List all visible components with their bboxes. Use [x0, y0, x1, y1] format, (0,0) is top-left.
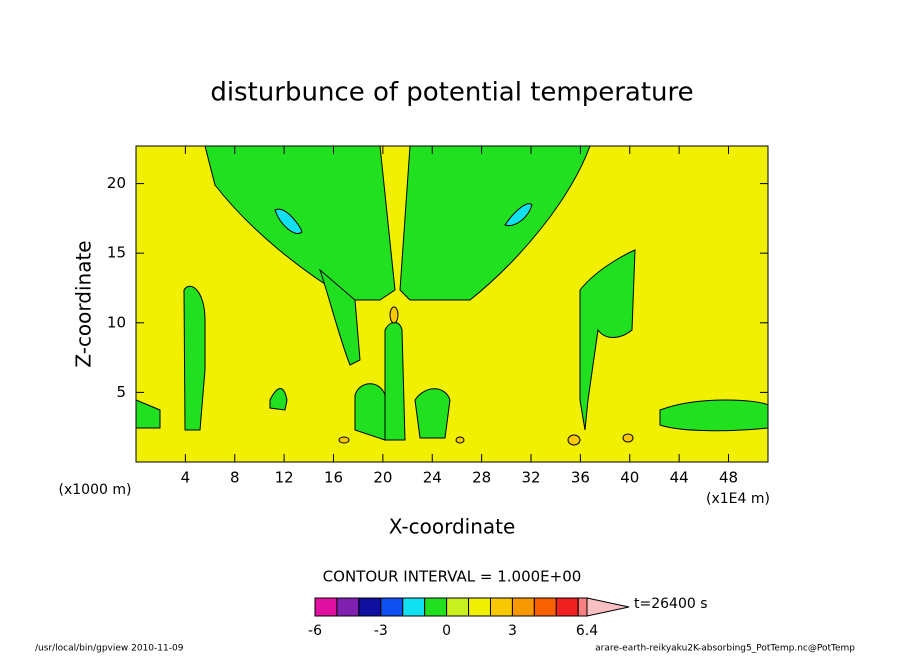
colorbar-bin: [446, 597, 470, 617]
x-tick-label: 48: [719, 469, 738, 487]
colorbar-bin: [380, 597, 404, 617]
colorbar-tick-label: 0: [442, 623, 451, 639]
x-axis-title: X-coordinate: [389, 515, 516, 539]
contour-cyan: [274, 203, 533, 234]
plot-frame: [135, 145, 769, 463]
chart-title: disturbunce of potential temperature: [210, 78, 693, 108]
x-tick-label: 28: [472, 469, 491, 487]
y-tick-label: 20: [107, 174, 126, 192]
colorbar-bin: [489, 597, 513, 617]
colorbar-tick-label: -6: [308, 623, 322, 639]
colorbar-bin: [314, 597, 338, 617]
colorbar-tick-label: 3: [508, 623, 517, 639]
colorbar-bin: [533, 597, 557, 617]
y-tick-label: 15: [107, 244, 126, 262]
contour-regions: [135, 145, 769, 441]
x-tick-label: 8: [230, 469, 240, 487]
colorbar-tick-label: -3: [374, 623, 388, 639]
x-tick-label: 12: [275, 469, 294, 487]
x-tick-label: 16: [324, 469, 343, 487]
colorbar-bin: [555, 597, 579, 617]
y-axis-title: Z-coordinate: [72, 240, 96, 367]
x-tick-label: 24: [423, 469, 442, 487]
y-tick-label: 10: [107, 313, 126, 331]
footer-left: /usr/local/bin/gpview 2010-11-09: [35, 644, 184, 654]
contour-orange: [338, 306, 634, 446]
x-tick-label: 40: [620, 469, 639, 487]
colorbar-bin: [402, 597, 426, 617]
time-label: t=26400 s: [634, 596, 708, 612]
colorbar-bin: [336, 597, 360, 617]
x-scale-label: (x1E4 m): [706, 491, 770, 507]
colorbar-tick-label: 6.4: [576, 623, 598, 639]
footer-right: arare-earth-reikyaku2K-absorbing5_PotTem…: [595, 644, 855, 654]
colorbar-bin: [577, 597, 588, 617]
colorbar-bin: [511, 597, 535, 617]
contour-interval: CONTOUR INTERVAL = 1.000E+00: [323, 568, 582, 586]
colorbar-over: [586, 597, 630, 617]
x-tick-label: 44: [670, 469, 689, 487]
colorbar-bin: [424, 597, 448, 617]
colorbar-bin: [358, 597, 382, 617]
y-tick-label: 5: [116, 383, 126, 401]
x-tick-label: 32: [521, 469, 540, 487]
colorbar-bin: [468, 597, 491, 617]
x-unit-label: (x1000 m): [59, 482, 132, 498]
x-tick-label: 20: [373, 469, 392, 487]
field: [135, 145, 769, 462]
x-tick-label: 36: [571, 469, 590, 487]
x-tick-label: 4: [181, 469, 191, 487]
